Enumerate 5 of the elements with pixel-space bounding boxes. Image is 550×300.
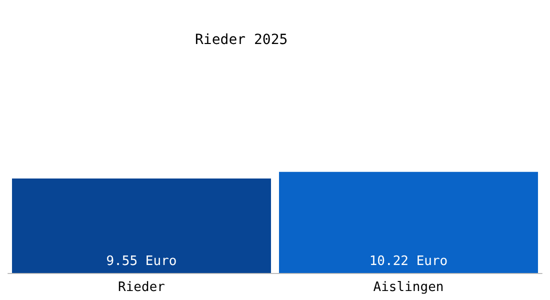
x-tick-label: Aislingen bbox=[373, 280, 444, 295]
data-label: 10.22 Euro bbox=[369, 254, 448, 269]
chart-title: Rieder 2025 bbox=[195, 32, 288, 48]
data-label: 9.55 Euro bbox=[106, 254, 177, 269]
x-tick-label: Rieder bbox=[118, 280, 166, 295]
